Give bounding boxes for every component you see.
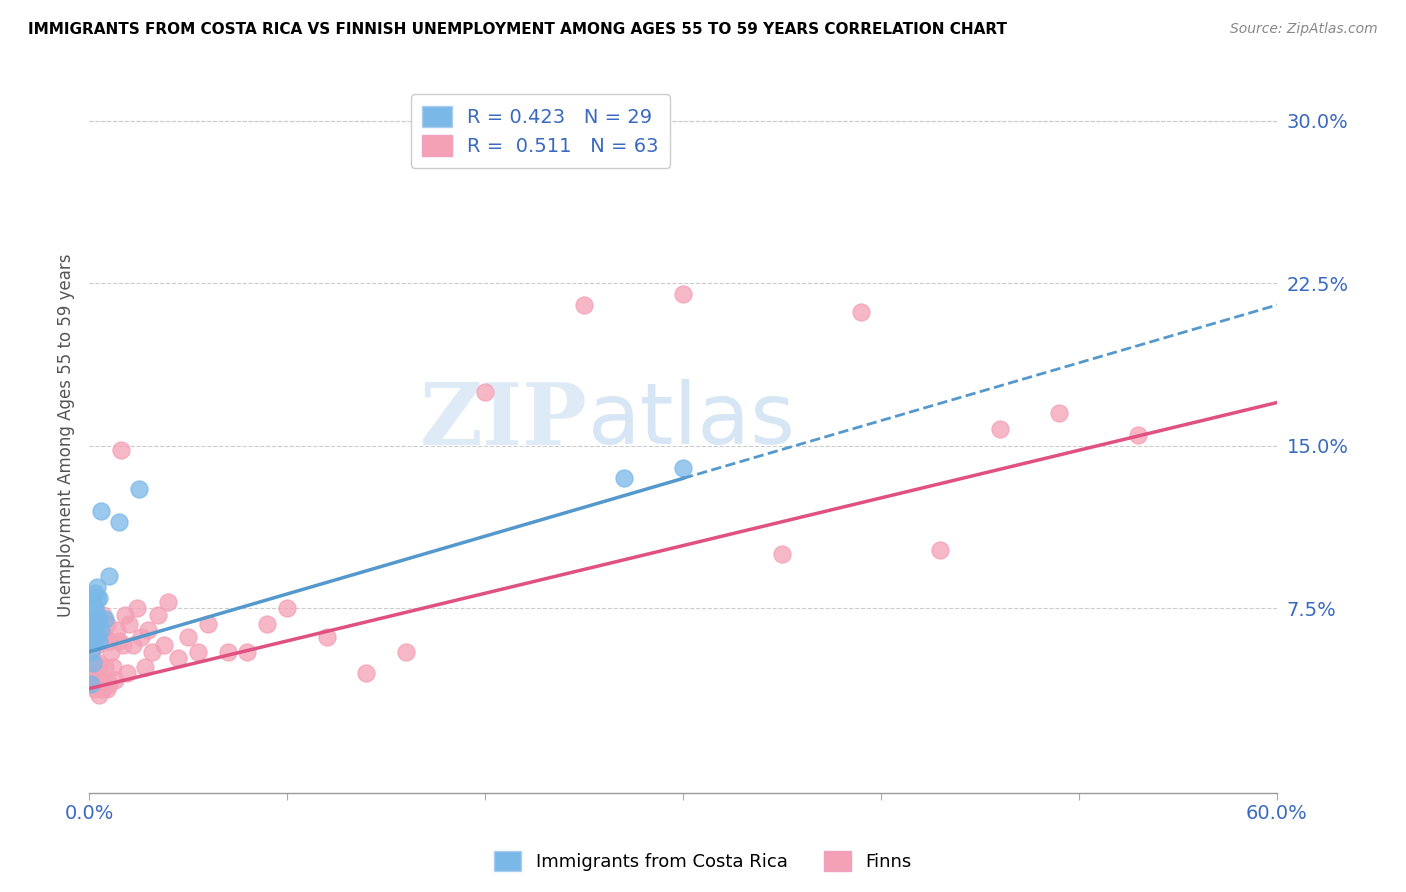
Point <box>107 634 129 648</box>
Point <box>105 623 128 637</box>
Point <box>86 630 108 644</box>
Point <box>97 677 120 691</box>
Point <box>84 601 107 615</box>
Point <box>82 630 104 644</box>
Point <box>354 666 377 681</box>
Point <box>217 645 239 659</box>
Point <box>84 612 107 626</box>
Point <box>118 616 141 631</box>
Point <box>80 623 103 637</box>
Point <box>111 638 134 652</box>
Point <box>197 616 219 631</box>
Point <box>276 601 298 615</box>
Point <box>110 443 132 458</box>
Point <box>167 651 190 665</box>
Point <box>82 634 104 648</box>
Point <box>82 673 104 687</box>
Point <box>86 580 108 594</box>
Point <box>86 616 108 631</box>
Point <box>134 660 156 674</box>
Point <box>153 638 176 652</box>
Point <box>613 471 636 485</box>
Point <box>86 612 108 626</box>
Point <box>256 616 278 631</box>
Point <box>672 287 695 301</box>
Point <box>80 677 103 691</box>
Point <box>104 673 127 687</box>
Legend: Immigrants from Costa Rica, Finns: Immigrants from Costa Rica, Finns <box>486 844 920 879</box>
Point <box>114 607 136 622</box>
Point <box>672 460 695 475</box>
Point <box>315 630 337 644</box>
Point <box>90 504 112 518</box>
Point <box>148 607 170 622</box>
Text: Source: ZipAtlas.com: Source: ZipAtlas.com <box>1230 22 1378 37</box>
Point <box>1047 406 1070 420</box>
Point <box>84 634 107 648</box>
Point <box>80 677 103 691</box>
Point <box>84 656 107 670</box>
Point <box>125 601 148 615</box>
Point <box>121 638 143 652</box>
Point <box>87 623 110 637</box>
Point <box>187 645 209 659</box>
Point <box>96 616 118 631</box>
Point <box>94 630 117 644</box>
Text: atlas: atlas <box>588 379 796 462</box>
Point <box>107 515 129 529</box>
Point <box>87 688 110 702</box>
Point <box>128 482 150 496</box>
Point <box>87 612 110 626</box>
Point <box>82 591 104 605</box>
Point <box>236 645 259 659</box>
Point <box>929 543 952 558</box>
Point <box>80 645 103 659</box>
Point <box>80 645 103 659</box>
Point <box>97 569 120 583</box>
Point <box>86 638 108 652</box>
Y-axis label: Unemployment Among Ages 55 to 59 years: Unemployment Among Ages 55 to 59 years <box>58 253 75 616</box>
Point <box>91 607 114 622</box>
Point <box>87 591 110 605</box>
Point <box>90 623 112 637</box>
Point <box>86 666 108 681</box>
Point <box>86 607 108 622</box>
Point <box>770 547 793 561</box>
Point <box>87 656 110 670</box>
Point <box>129 630 152 644</box>
Point <box>82 616 104 631</box>
Point <box>177 630 200 644</box>
Point <box>82 656 104 670</box>
Point <box>100 645 122 659</box>
Point <box>97 634 120 648</box>
Legend: R = 0.423   N = 29, R =  0.511   N = 63: R = 0.423 N = 29, R = 0.511 N = 63 <box>411 95 671 168</box>
Point <box>101 660 124 674</box>
Point <box>141 645 163 659</box>
Point <box>94 612 117 626</box>
Point <box>96 681 118 696</box>
Point <box>90 634 112 648</box>
Point <box>851 304 873 318</box>
Point <box>90 673 112 687</box>
Point <box>474 384 496 399</box>
Point <box>84 623 107 637</box>
Point <box>94 660 117 674</box>
Point <box>87 634 110 648</box>
Point <box>84 586 107 600</box>
Text: ZIP: ZIP <box>420 379 588 463</box>
Point <box>988 421 1011 435</box>
Point <box>82 616 104 631</box>
Point <box>1128 428 1150 442</box>
Text: IMMIGRANTS FROM COSTA RICA VS FINNISH UNEMPLOYMENT AMONG AGES 55 TO 59 YEARS COR: IMMIGRANTS FROM COSTA RICA VS FINNISH UN… <box>28 22 1007 37</box>
Point <box>84 623 107 637</box>
Point <box>84 681 107 696</box>
Point <box>86 591 108 605</box>
Point <box>91 681 114 696</box>
Point <box>395 645 418 659</box>
Point <box>82 601 104 615</box>
Point <box>572 298 595 312</box>
Point <box>115 666 138 681</box>
Point <box>138 623 160 637</box>
Point <box>157 595 180 609</box>
